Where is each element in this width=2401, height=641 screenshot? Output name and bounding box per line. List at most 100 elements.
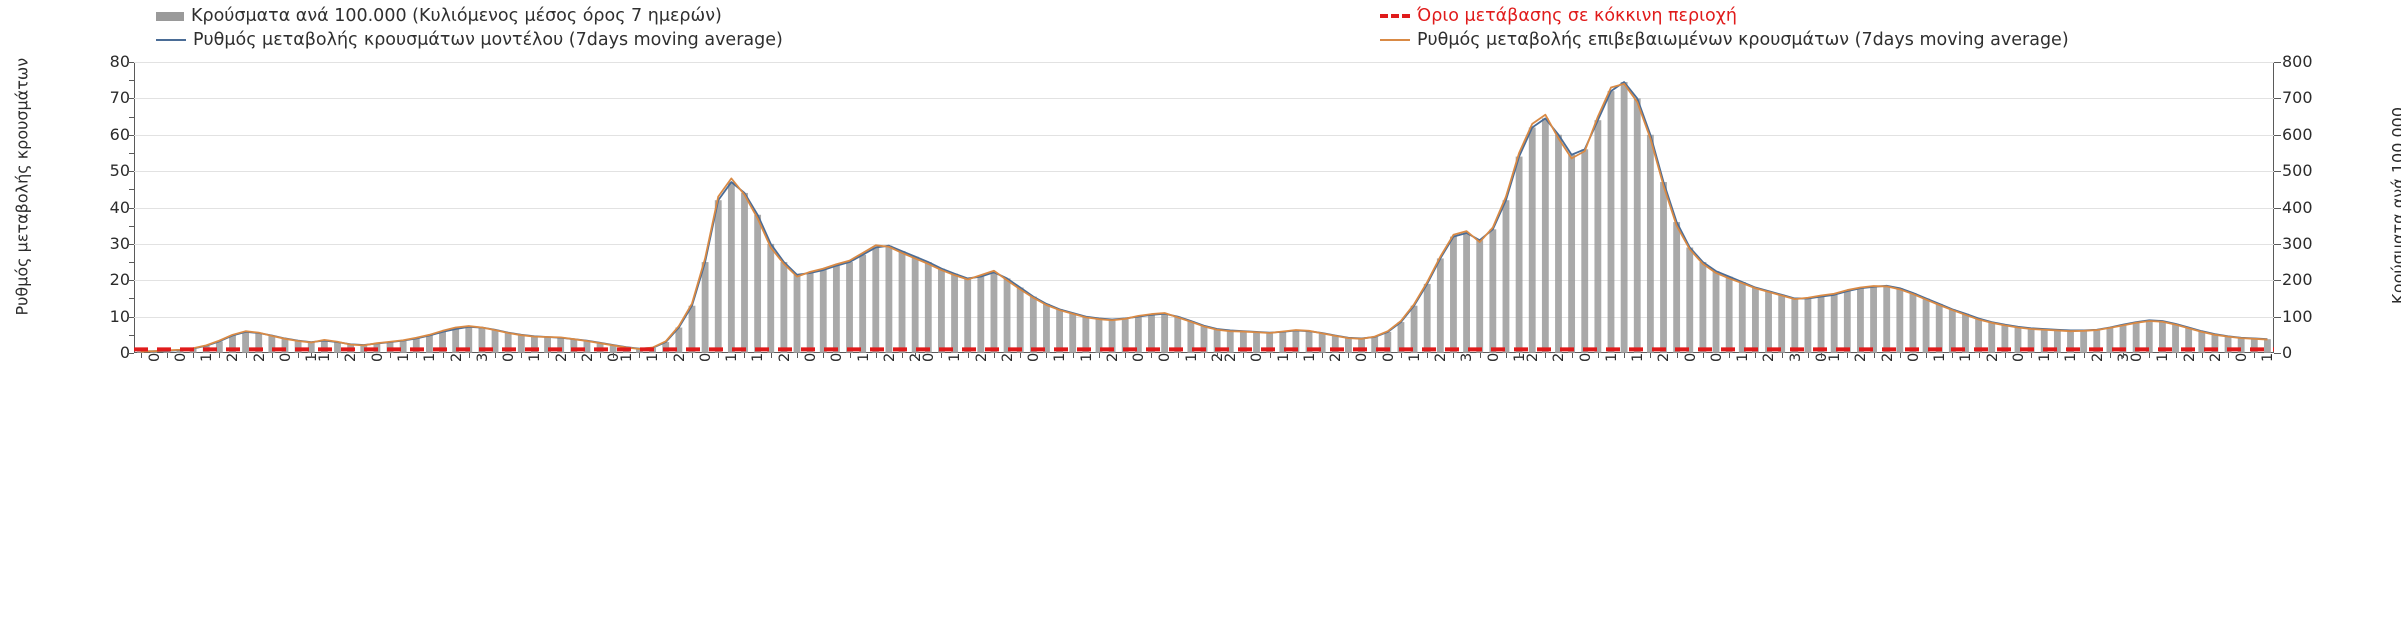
x-axis-tick-mark xyxy=(1624,353,1626,358)
y-axis-right-tick-label: 0 xyxy=(2282,343,2293,362)
y-axis-left-title: Ρυθμός μεταβολής κρουσμάτων xyxy=(12,57,32,316)
legend-label-threshold: Όριο μετάβασης σε κόκκινη περιοχή xyxy=(1417,6,1737,26)
x-axis-tick-mark xyxy=(271,353,273,358)
bar xyxy=(294,340,302,353)
x-axis-tick-mark xyxy=(1571,353,1573,358)
x-axis-tick-mark xyxy=(1952,353,1954,358)
bar xyxy=(1870,286,1877,353)
x-axis-tick-mark xyxy=(166,353,168,358)
bar xyxy=(412,338,420,353)
bar xyxy=(911,256,919,353)
bar xyxy=(1266,332,1274,353)
y-axis-right-tick-mark xyxy=(2274,353,2281,354)
x-axis-tick-mark xyxy=(1098,353,1100,358)
bar xyxy=(741,192,748,353)
y-axis-right-tick-label: 200 xyxy=(2282,270,2313,290)
y-axis-left-tick-mark xyxy=(127,280,134,282)
bar xyxy=(1646,134,1654,353)
legend-item-threshold[interactable]: Όριο μετάβασης σε κόκκινη περιοχή xyxy=(1380,6,1737,26)
y-axis-left-tick-label: 20 xyxy=(109,270,130,290)
y-axis-left-minor-tick xyxy=(129,80,134,82)
bar xyxy=(832,265,840,353)
x-axis-tick-mark xyxy=(2149,353,2151,358)
legend-item-model-rate[interactable]: Ρυθμός μεταβολής κρουσμάτων μοντέλου (7d… xyxy=(156,30,783,50)
bar xyxy=(2224,336,2232,353)
y-axis-right-tick-label: 400 xyxy=(2282,197,2313,217)
bar xyxy=(1397,322,1405,353)
gridline xyxy=(134,243,2274,245)
bar xyxy=(1253,331,1260,353)
bar xyxy=(609,345,617,353)
x-axis-tick-mark xyxy=(416,353,418,358)
x-axis-tick-mark xyxy=(1597,353,1599,358)
bar xyxy=(229,335,236,353)
bar xyxy=(1279,331,1287,353)
x-axis-tick-mark xyxy=(2057,353,2059,358)
bar xyxy=(1778,294,1786,353)
x-axis-tick-mark xyxy=(613,353,615,358)
x-axis-tick-mark xyxy=(193,353,195,358)
y-axis-left-tick-mark xyxy=(127,207,134,209)
bar xyxy=(2158,320,2166,353)
x-axis-tick-mark xyxy=(2123,353,2125,358)
bar xyxy=(1069,312,1077,353)
y-axis-left-tick-mark xyxy=(127,98,134,100)
x-axis-tick-mark xyxy=(1926,353,1928,358)
bar xyxy=(1161,313,1169,353)
bar xyxy=(1371,337,1379,353)
bar xyxy=(281,338,289,353)
bar xyxy=(1226,330,1234,353)
bar xyxy=(439,331,446,353)
x-axis-tick-mark xyxy=(2228,353,2230,358)
bar xyxy=(1108,319,1116,353)
x-axis-tick-mark xyxy=(1807,353,1809,358)
x-axis-tick-mark xyxy=(600,353,602,358)
x-axis-tick-mark xyxy=(849,353,851,358)
bar xyxy=(1476,240,1484,353)
bar xyxy=(1975,318,1983,353)
bar xyxy=(2106,327,2114,353)
bar xyxy=(150,351,158,353)
bar xyxy=(557,337,565,353)
y-axis-right-tick-mark xyxy=(2274,62,2281,63)
bar xyxy=(1463,232,1470,353)
bar xyxy=(1239,331,1247,353)
bar xyxy=(819,270,827,353)
y-axis-left-minor-tick xyxy=(129,262,134,264)
x-axis-tick-mark xyxy=(823,353,825,358)
bar xyxy=(334,342,341,353)
orange-line-swatch-icon xyxy=(1380,39,1410,41)
bar xyxy=(1450,236,1457,353)
y-axis-left-tick-mark xyxy=(127,243,134,245)
bar xyxy=(1029,296,1037,353)
x-axis-tick-mark xyxy=(770,353,772,358)
x-axis-tick-mark xyxy=(547,353,549,358)
y-axis-right-tick-label: 800 xyxy=(2282,52,2313,71)
legend-item-cases-per-100k[interactable]: Κρούσματα ανά 100.000 (Κυλιόμενος μέσος … xyxy=(156,6,722,26)
y-axis-left-tick-mark xyxy=(127,353,134,354)
bar xyxy=(964,278,972,353)
x-axis-tick-mark xyxy=(718,353,720,358)
y-axis-right-title: Κρούσματα ανά 100.000 xyxy=(2388,106,2401,305)
x-axis-tick-mark xyxy=(1269,353,1271,358)
x-axis-tick-mark xyxy=(521,353,523,358)
x-axis-tick-mark xyxy=(2031,353,2033,358)
bar xyxy=(714,200,722,353)
bar xyxy=(1699,262,1707,353)
bar xyxy=(2067,330,2074,353)
x-axis-tick-mark xyxy=(941,353,943,358)
bar xyxy=(1948,309,1956,353)
bar xyxy=(176,350,184,353)
x-axis-tick-mark xyxy=(245,353,247,358)
x-axis-tick-mark xyxy=(875,353,877,358)
bar xyxy=(425,335,433,353)
legend-item-confirmed-rate[interactable]: Ρυθμός μεταβολής επιβεβαιωμένων κρουσμάτ… xyxy=(1380,30,2069,50)
x-axis-tick-mark xyxy=(2254,353,2256,358)
bar xyxy=(1909,292,1917,353)
bar xyxy=(137,351,144,353)
bar xyxy=(1292,330,1300,353)
bar xyxy=(1752,287,1759,353)
y-axis-left-tick-label: 40 xyxy=(109,197,130,217)
bar xyxy=(1003,278,1011,353)
